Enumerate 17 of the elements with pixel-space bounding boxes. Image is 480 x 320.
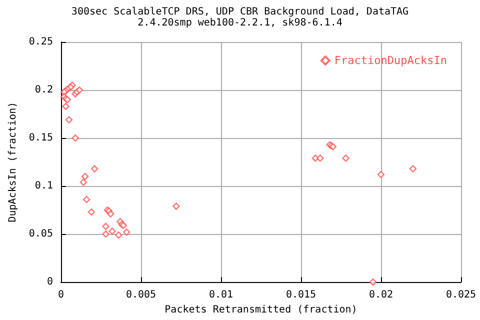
x-tick-label: 0.02: [368, 290, 394, 301]
y-tick-label: 0: [46, 276, 53, 288]
x-tick-label: 0.015: [286, 290, 316, 301]
x-tick-label: 0.005: [126, 290, 156, 301]
y-axis-title: DupAcksIn (fraction): [8, 102, 18, 222]
y-tick-label: 0.1: [34, 180, 53, 192]
legend-label: FractionDupAcksIn: [334, 54, 448, 67]
y-tick-label: 0.15: [28, 132, 53, 144]
x-axis-title: Packets Retransmitted (fraction): [164, 304, 358, 316]
chart-title: 300sec ScalableTCP DRS, UDP CBR Background Load, DataTAG: [71, 6, 409, 18]
y-tick-label: 0.05: [28, 228, 53, 240]
chart-subtitle: 2.4.20smp web100-2.2.1, sk98-6.1.4: [138, 18, 342, 28]
x-tick-label: 0.01: [208, 290, 234, 301]
x-tick-label: 0.025: [446, 290, 476, 301]
x-tick-label: 0: [58, 290, 64, 301]
y-tick-label: 0.25: [28, 36, 53, 48]
y-tick-label: 0.2: [34, 84, 53, 96]
